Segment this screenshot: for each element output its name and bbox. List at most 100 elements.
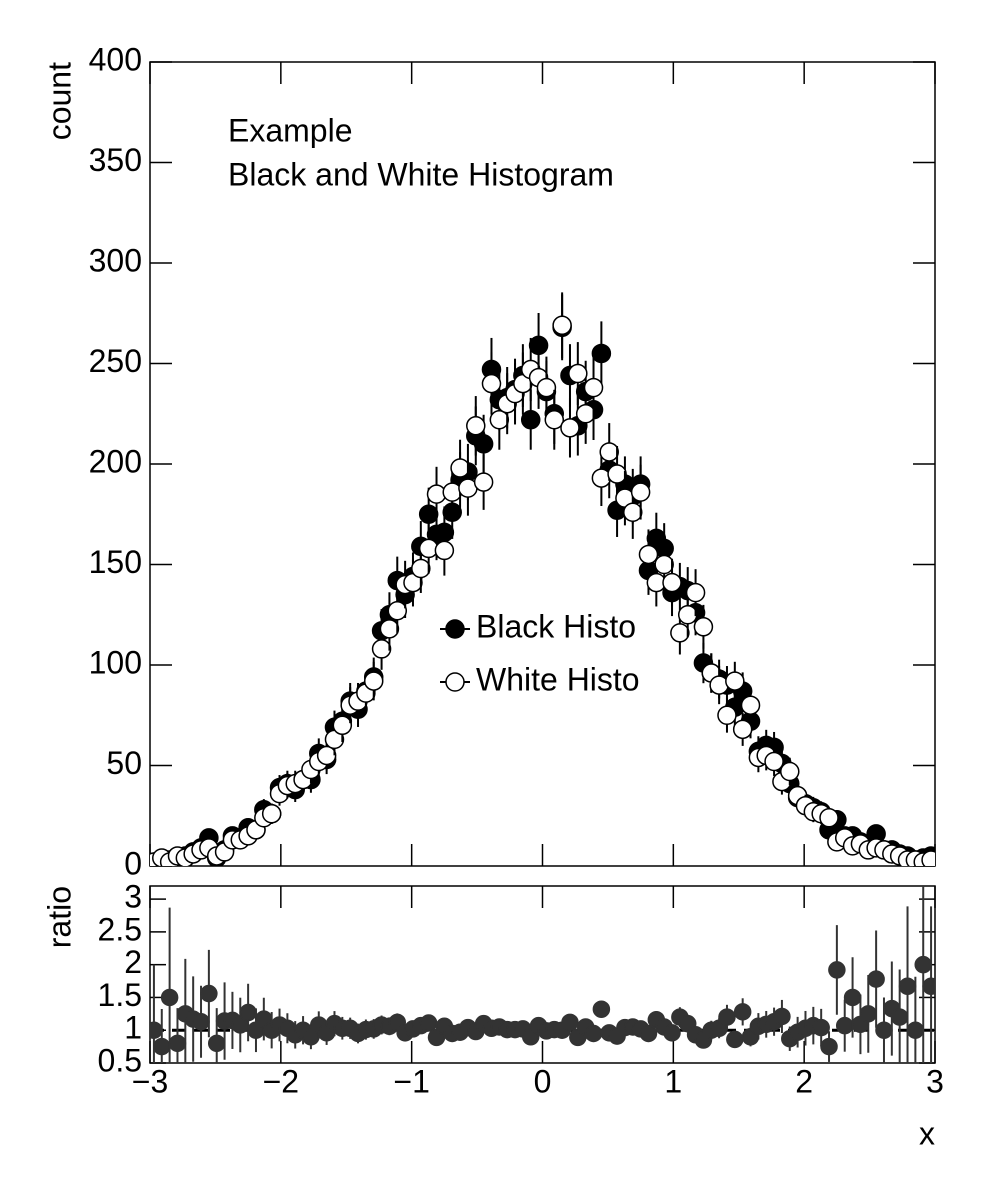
x-tick-label: 2 — [795, 1063, 813, 1099]
legend-label: White Histo — [476, 661, 640, 697]
data-point — [583, 377, 604, 398]
data-point — [584, 1024, 603, 1043]
data-point — [693, 617, 714, 637]
data-point — [859, 1005, 878, 1023]
data-point — [819, 808, 839, 828]
data-point — [654, 554, 674, 575]
y-tick-label: 250 — [89, 343, 142, 379]
data-point — [843, 988, 862, 1007]
data-point — [607, 464, 627, 484]
data-point — [740, 695, 761, 715]
data-point — [450, 458, 470, 478]
data-point — [561, 1013, 579, 1032]
data-point — [192, 1012, 210, 1031]
data-point — [921, 850, 935, 866]
data-point — [473, 434, 494, 454]
data-point — [898, 977, 917, 996]
data-point — [153, 1037, 171, 1056]
y-tick-label: 200 — [89, 443, 142, 479]
legend-marker — [445, 672, 465, 692]
data-point — [261, 803, 282, 824]
data-point — [685, 582, 706, 603]
y-tick-label: 2 — [124, 944, 142, 980]
data-point — [663, 1024, 681, 1042]
y-tick-label: 1 — [124, 1010, 142, 1046]
y-tick-label: 350 — [89, 142, 142, 178]
annotation: Black and White Histogram — [228, 156, 614, 192]
data-point — [733, 1003, 752, 1021]
data-point — [207, 1034, 226, 1053]
data-point — [552, 315, 572, 336]
data-point — [363, 671, 384, 691]
data-point — [466, 416, 486, 436]
y-tick-label: 3 — [124, 879, 142, 915]
data-point — [732, 719, 753, 740]
data-point — [168, 1034, 187, 1053]
data-point — [638, 544, 659, 565]
data-point — [875, 1021, 893, 1039]
x-tick-label: 3 — [926, 1063, 944, 1099]
x-tick-label: −2 — [263, 1063, 299, 1099]
data-point — [726, 1030, 744, 1049]
x-axis-label: x — [919, 1115, 935, 1151]
data-point — [717, 705, 737, 725]
data-group — [150, 886, 935, 1063]
data-point — [536, 377, 557, 398]
data-point — [764, 751, 784, 772]
data-point — [332, 715, 353, 736]
data-point — [544, 410, 565, 430]
y-tick-label: 2.5 — [98, 911, 142, 947]
data-point — [473, 472, 494, 492]
data-point — [718, 1008, 736, 1026]
data-point — [592, 1000, 611, 1018]
data-group — [150, 292, 935, 866]
data-point — [575, 404, 596, 424]
data-point — [481, 373, 502, 394]
data-point — [867, 970, 885, 988]
data-point — [890, 1008, 909, 1026]
data-point — [835, 1016, 854, 1035]
data-point — [316, 745, 337, 766]
annotation: Example — [228, 112, 353, 148]
data-point — [239, 1003, 257, 1022]
data-point — [725, 671, 745, 691]
y-tick-label: 0.5 — [98, 1042, 142, 1078]
data-point — [906, 1021, 925, 1039]
data-point — [773, 1007, 791, 1026]
x-tick-label: 1 — [664, 1063, 682, 1099]
data-point — [560, 418, 580, 438]
x-tick-label: −3 — [132, 1063, 168, 1099]
data-point — [591, 343, 612, 364]
data-point — [411, 558, 431, 579]
data-point — [371, 639, 392, 659]
data-point — [419, 1014, 438, 1032]
y-axis-label: count — [41, 62, 77, 140]
data-point — [914, 955, 932, 974]
data-point — [160, 988, 179, 1007]
y-tick-label: 0 — [124, 845, 142, 881]
x-tick-label: 0 — [534, 1063, 552, 1099]
data-point — [812, 1018, 830, 1037]
data-point — [568, 363, 588, 384]
data-point — [434, 540, 455, 561]
data-point — [780, 761, 800, 782]
y-tick-label: 300 — [89, 242, 142, 278]
y-tick-label: 150 — [89, 544, 142, 580]
data-point — [379, 619, 400, 639]
data-point — [828, 961, 846, 979]
y-tick-label: 400 — [89, 41, 142, 77]
data-point — [623, 502, 643, 522]
y-tick-label: 50 — [106, 745, 142, 781]
data-point — [489, 410, 510, 430]
data-point — [200, 984, 218, 1003]
data-point — [639, 1024, 658, 1043]
legend-label: Black Histo — [476, 608, 636, 644]
data-point — [418, 504, 439, 524]
data-point — [387, 600, 408, 621]
data-point — [630, 482, 651, 502]
y-tick-label: 100 — [89, 644, 142, 680]
data-point — [677, 605, 698, 625]
data-point — [150, 1021, 163, 1039]
